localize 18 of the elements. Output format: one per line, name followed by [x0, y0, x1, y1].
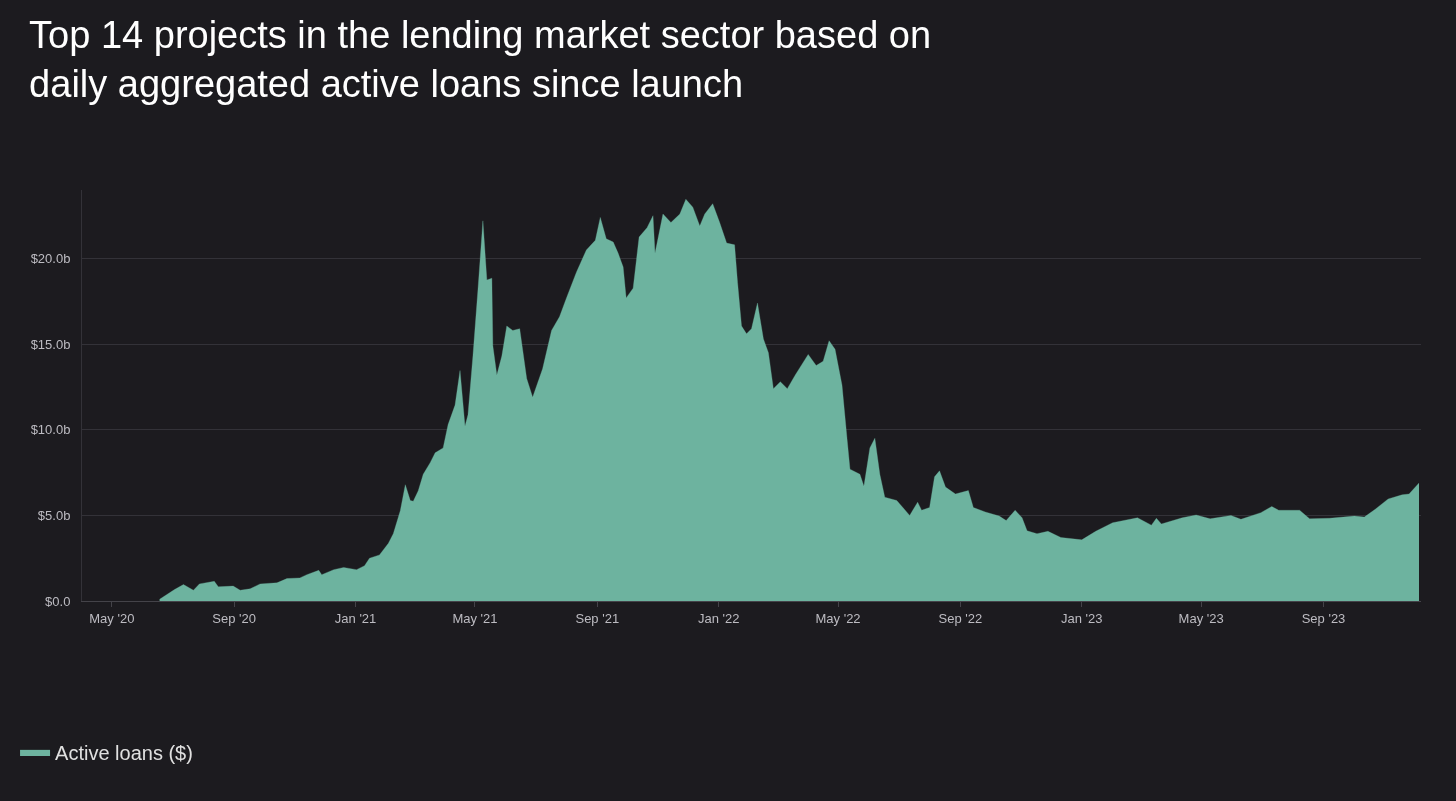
x-tick-label: Sep '20 — [212, 610, 257, 626]
x-tick-label: May '20 — [89, 610, 135, 626]
x-tick-label: Jan '23 — [1061, 610, 1103, 626]
y-tick-label: $10.0b — [30, 422, 71, 438]
x-tick-label: Sep '23 — [1301, 610, 1346, 626]
y-tick-label: $0.0 — [45, 593, 71, 609]
x-tick-label: Sep '22 — [938, 610, 983, 626]
x-tick-label: Sep '21 — [575, 610, 620, 626]
y-tick-label: $5.0b — [37, 507, 71, 523]
chart-title: Top 14 projects in the lending market sector based on daily aggregated active loans since launch — [29, 14, 932, 106]
x-tick-label: May '21 — [452, 610, 498, 626]
x-tick-label: Jan '21 — [334, 610, 377, 626]
x-tick-label: Jan '22 — [697, 610, 740, 626]
y-tick-label: $20.0b — [30, 251, 71, 267]
legend-label: Active loans ($) — [55, 741, 193, 764]
x-tick-label: May '23 — [1178, 610, 1224, 626]
x-tick-label: May '22 — [815, 610, 861, 626]
y-tick-label: $15.0b — [30, 336, 71, 352]
